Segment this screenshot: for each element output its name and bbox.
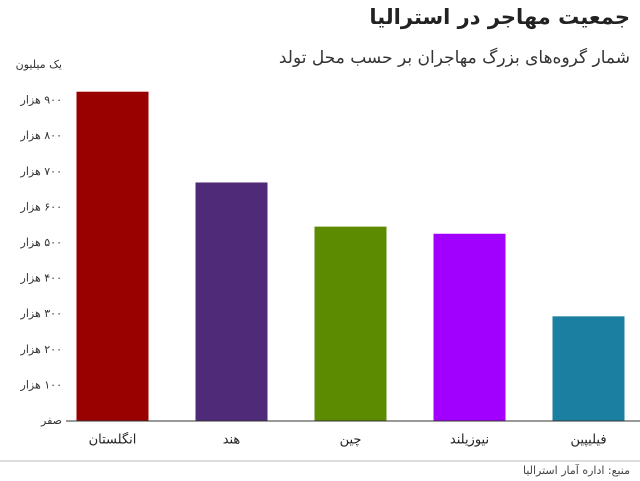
y-tick-label: ۱۰۰ هزار (20, 378, 62, 391)
source: منبع: اداره آمار استرالیا (523, 463, 630, 477)
y-tick-label: ۶۰۰ هزار (20, 200, 62, 213)
y-tick-label: ۷۰۰ هزار (20, 165, 62, 178)
x-tick-label: هند (223, 433, 241, 448)
x-tick-label: چین (340, 433, 362, 448)
y-tick-label: صفر (40, 414, 62, 427)
y-tick-label: ۲۰۰ هزار (20, 343, 62, 356)
y-tick-label: ۹۰۰ هزار (20, 94, 62, 107)
bar (552, 316, 625, 421)
x-tick-label: نیوزیلند (450, 433, 489, 448)
chart-title: جمعیت مهاجر در استرالیا (369, 5, 630, 29)
y-tick-label: ۸۰۰ هزار (20, 129, 62, 142)
y-tick-label: ۴۰۰ هزار (20, 272, 62, 285)
bar (195, 182, 268, 421)
bar (76, 91, 149, 421)
y-tick-label: ۵۰۰ هزار (20, 236, 62, 249)
y-tick-label: ۳۰۰ هزار (20, 307, 62, 320)
x-tick-label: انگلستان (89, 432, 137, 448)
y-tick-label: یک میلیون (16, 58, 62, 71)
x-tick-label: فیلیپین (570, 433, 606, 448)
bar (314, 226, 387, 421)
chart-subtitle: شمار گروه‌های بزرگ مهاجران بر حسب محل تو… (279, 47, 630, 68)
bar (433, 233, 506, 421)
